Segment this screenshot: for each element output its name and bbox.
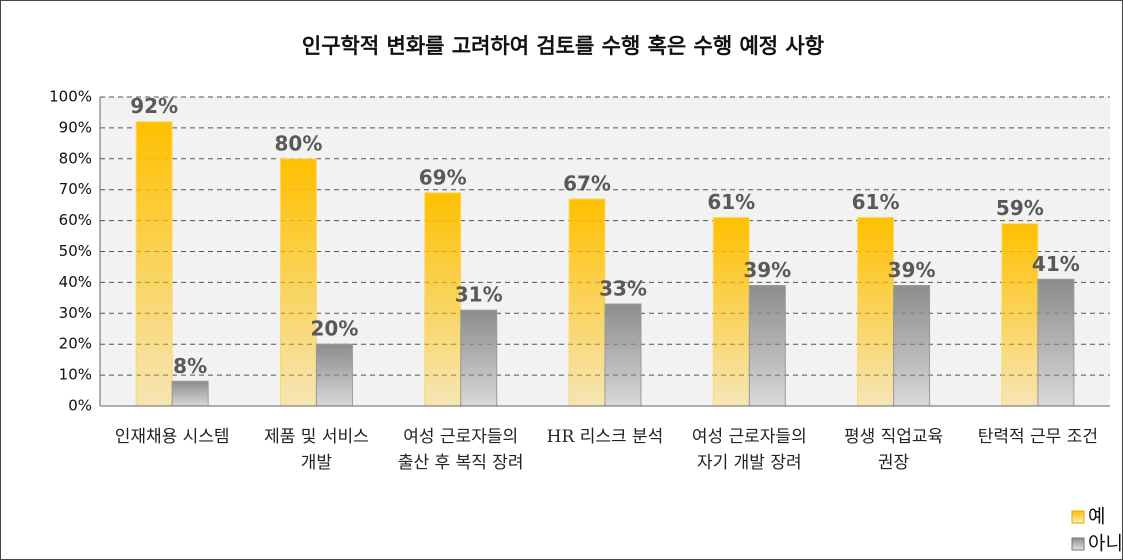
bar [171,380,209,407]
y-tick-label: 50% [59,242,92,260]
y-tick-label: 20% [59,335,92,353]
chart-title: 인구학적 변화를 고려하여 검토를 수행 혹은 수행 예정 사항 [302,34,824,58]
y-tick-label: 60% [59,211,92,229]
value-label: 80% [274,131,322,155]
value-label: 61% [707,190,755,214]
value-label: 92% [130,94,178,118]
y-tick-label: 30% [59,304,92,322]
bar [1037,278,1075,407]
bar [1001,223,1039,407]
y-tick-label: 100% [49,88,92,106]
bar [279,158,317,407]
x-tick-label: 여성 근로자들의 출산 후 복직 장려 [397,427,524,473]
y-tick-label: 80% [59,149,92,167]
bar [135,121,173,407]
value-label: 20% [310,317,358,341]
x-tick-label: 탄력적 근무 조건 [977,427,1098,447]
x-tick-label: HR 리스크 분석 [546,427,664,447]
y-tick-label: 40% [59,273,92,291]
bar [893,284,931,407]
legend-label: 아니오 [1088,533,1123,555]
value-label: 59% [996,196,1044,220]
bar [460,309,498,407]
y-tick-label: 10% [59,366,92,384]
value-label: 69% [419,165,467,189]
value-label: 8% [173,354,207,378]
value-label: 41% [1032,252,1080,276]
value-label: 39% [888,258,936,282]
value-label: 31% [455,283,503,307]
bar [712,217,750,407]
bar [604,303,642,407]
y-tick-label: 70% [59,180,92,198]
x-tick-label: 인재채용 시스템 [114,427,230,447]
legend-swatch [1071,510,1085,524]
legend-label: 예 [1088,506,1105,528]
value-label: 39% [743,258,791,282]
y-tick-label: 0% [68,397,92,415]
bar [424,192,462,407]
value-label: 61% [852,190,900,214]
bar [315,343,353,407]
legend-swatch [1071,537,1085,551]
bar [568,198,606,407]
y-tick-label: 90% [59,118,92,136]
x-tick-label: 여성 근로자들의 자기 개발 장려 [691,427,807,473]
value-label: 67% [563,171,611,195]
bar [857,217,895,407]
bar [748,284,786,407]
value-label: 33% [599,277,647,301]
x-tick-label: 평생 직업교육 권장 [843,427,944,473]
x-tick-label: 제품 및 서비스 개발 [264,427,369,473]
